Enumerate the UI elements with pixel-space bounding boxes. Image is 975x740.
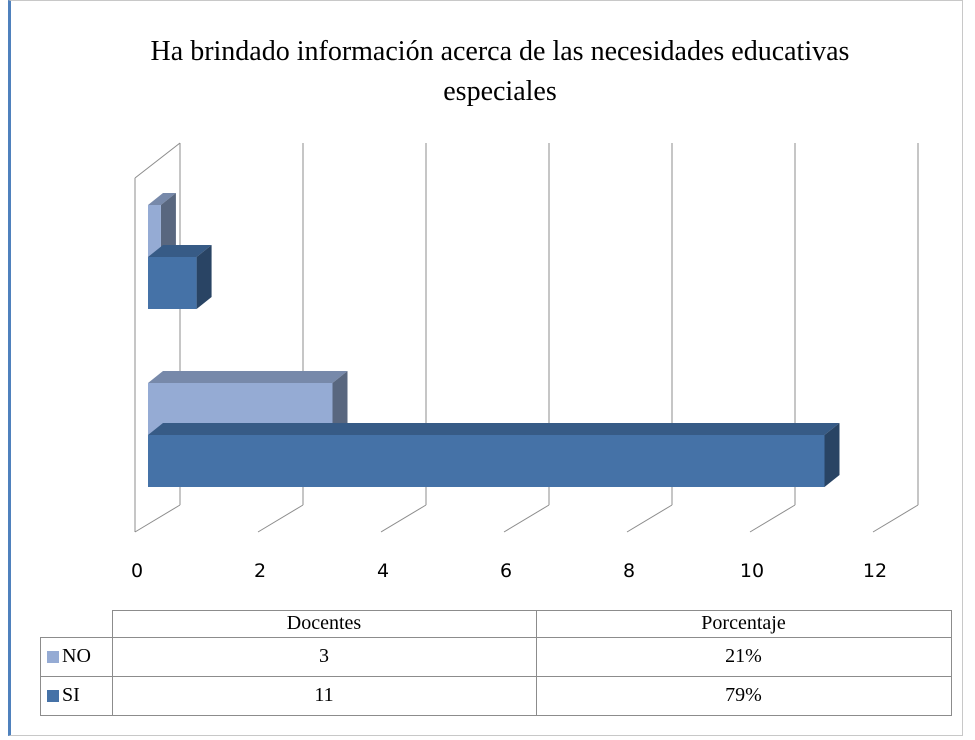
column-header: Docentes [111, 610, 537, 638]
bar-side [196, 245, 212, 309]
x-tick-label: 2 [254, 560, 266, 582]
x-tick-label: 4 [377, 560, 389, 582]
x-tick-label: 8 [623, 560, 635, 582]
legend-label: NO [62, 645, 91, 667]
data-table: Docentes Porcentaje NO 3 21% SI 11 79% [40, 610, 952, 716]
column-header: Porcentaje [535, 610, 952, 638]
bar-top [148, 371, 348, 383]
left-wall [134, 142, 181, 179]
x-tick-label: 10 [740, 560, 764, 582]
frame [8, 0, 963, 736]
grid-line [134, 504, 181, 533]
blank-cell [40, 610, 112, 638]
legend-label: SI [62, 684, 80, 706]
table-row: NO 3 21% [40, 636, 952, 677]
bar [148, 257, 197, 309]
data-cell: 3 [111, 636, 537, 677]
bar-top [148, 245, 212, 257]
bar-side [160, 193, 176, 257]
bar-side [824, 423, 840, 487]
data-cell: 21% [535, 636, 952, 677]
legend-swatch [47, 651, 59, 664]
bar [148, 205, 161, 257]
data-cell: 79% [535, 675, 952, 716]
bar-top [148, 193, 176, 205]
x-tick-label: 6 [500, 560, 512, 582]
table-row: SI 11 79% [40, 675, 952, 716]
row-header: SI [40, 675, 113, 716]
grid-line [626, 504, 673, 533]
grid-line [257, 504, 304, 533]
legend-swatch [47, 690, 59, 703]
grid-line [872, 504, 919, 533]
x-tick-label: 12 [863, 560, 887, 582]
bar [148, 435, 825, 487]
grid-line [749, 504, 796, 533]
chart-title: Ha brindado información acerca de las ne… [150, 36, 850, 107]
table-header: Docentes Porcentaje [40, 610, 952, 638]
row-header: NO [40, 636, 113, 677]
grid-line [503, 504, 550, 533]
data-cell: 11 [111, 675, 537, 716]
grid-line [380, 504, 427, 533]
x-tick-label: 0 [131, 560, 143, 582]
bar-side [332, 371, 348, 435]
bar-top [148, 423, 840, 435]
